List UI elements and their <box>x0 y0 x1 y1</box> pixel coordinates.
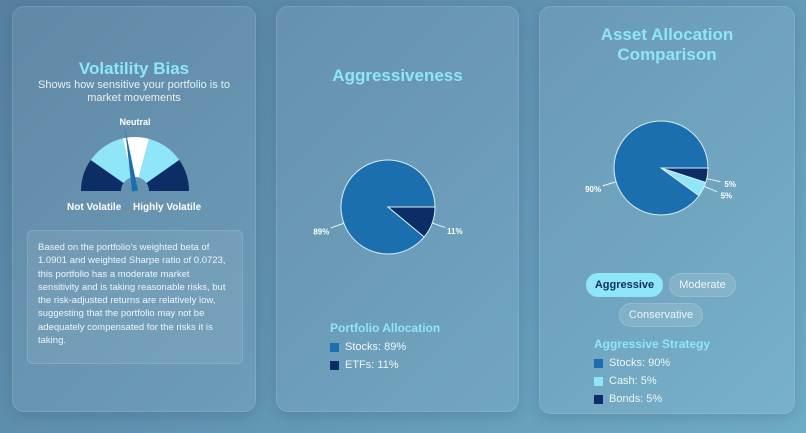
pie-label-line <box>432 222 446 229</box>
legend-swatch <box>330 360 339 370</box>
pie-data-label: 5% <box>724 180 736 189</box>
pie-data-label: 11% <box>447 227 463 236</box>
legend-title: Aggressive Strategy <box>594 337 711 351</box>
aggressiveness-pie-chart: 89% 11% <box>313 159 463 255</box>
gauge-segment <box>122 137 149 178</box>
volatility-description: Based on the portfolio's weighted beta o… <box>27 230 243 364</box>
volatility-title: Volatility Bias <box>78 59 190 78</box>
pie-slice-cash <box>660 167 707 197</box>
legend-label: ETFs: 11% <box>345 359 399 371</box>
aggressiveness-title: Aggressiveness <box>332 66 463 85</box>
gauge-not-volatile-label: Not Volatile <box>67 202 122 213</box>
pie-data-label: 90% <box>585 185 601 194</box>
pie-data-label: 89% <box>313 228 329 237</box>
pie-label-line <box>330 222 345 229</box>
strategy-legend: Aggressive Strategy Stocks: 90% Cash: 5%… <box>594 337 710 405</box>
gauge-highly-volatile-label: Highly Volatile <box>133 202 202 213</box>
legend-item-etfs: ETFs: 11% <box>330 359 440 371</box>
pie-data-label: 5% <box>721 192 733 201</box>
allocation-pie-chart: 90% 5% 5% <box>585 120 736 216</box>
volatility-gauge: Neutral <box>81 117 189 192</box>
legend-swatch <box>594 394 603 404</box>
gauge-segment <box>81 160 124 191</box>
legend-swatch <box>330 342 339 352</box>
allocation-card: Asset Allocation Comparison 90% 5% 5% Aggr… <box>539 6 795 414</box>
aggressiveness-card: Aggressiveness 89% 11% Portfolio Allocati… <box>276 6 519 412</box>
volatility-subtitle: Shows how sensitive your portfolio is to… <box>38 79 230 104</box>
pie-label-line <box>602 181 617 187</box>
portfolio-legend: Portfolio Allocation Stocks: 89% ETFs: 1… <box>330 321 440 371</box>
conservative-button[interactable]: Conservative <box>619 303 703 327</box>
gauge-segment <box>146 160 189 191</box>
gauge-segment <box>90 138 132 183</box>
aggressive-button[interactable]: Aggressive <box>586 273 663 297</box>
legend-swatch <box>594 358 603 368</box>
pie-slice-etfs <box>386 206 436 238</box>
volatility-card: Volatility Bias Shows how sensitive your… <box>12 6 256 412</box>
legend-item-stocks: Stocks: 90% <box>594 357 710 369</box>
gauge-segment <box>138 138 180 183</box>
pie-label-line <box>704 185 718 193</box>
legend-item-bonds: Bonds: 5% <box>594 393 710 405</box>
gauge-needle <box>124 127 138 192</box>
gauge-neutral-label: Neutral <box>119 117 150 127</box>
pie-label-line <box>706 178 721 183</box>
legend-label: Stocks: 90% <box>609 357 671 369</box>
legend-label: Cash: 5% <box>609 375 657 387</box>
legend-swatch <box>594 376 603 386</box>
moderate-button[interactable]: Moderate <box>669 273 736 297</box>
allocation-title: Asset Allocation Comparison <box>600 25 734 64</box>
legend-title: Portfolio Allocation <box>330 321 441 335</box>
legend-label: Bonds: 5% <box>609 393 663 405</box>
legend-item-cash: Cash: 5% <box>594 375 710 387</box>
legend-item-stocks: Stocks: 89% <box>330 341 440 353</box>
legend-label: Stocks: 89% <box>345 341 407 353</box>
